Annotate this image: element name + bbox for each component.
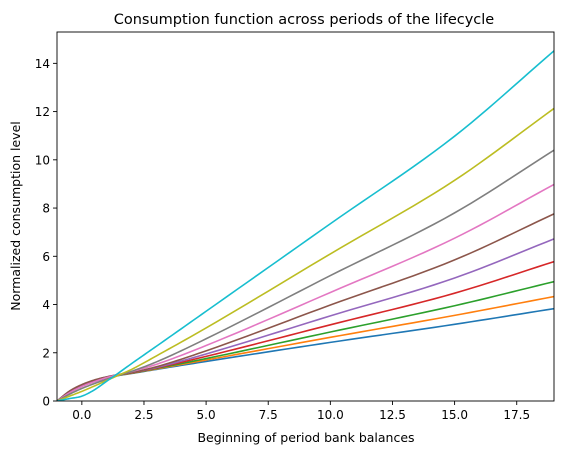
series-line-10	[57, 50, 554, 401]
series-layer	[57, 50, 554, 401]
series-line-8	[57, 149, 554, 401]
x-axis-ticks: 0.0 2.5 5.0 7.5 10.0 12.5 15.0 17.5	[72, 401, 530, 422]
y-tick-label: 4	[42, 298, 50, 312]
series-line-1	[57, 307, 554, 401]
x-tick-label: 2.5	[134, 408, 153, 422]
x-tick-label: 10.0	[317, 408, 344, 422]
x-tick-label: 7.5	[259, 408, 278, 422]
y-tick-label: 6	[42, 250, 50, 264]
y-tick-label: 10	[35, 153, 50, 167]
x-tick-label: 17.5	[503, 408, 530, 422]
series-line-4	[57, 260, 554, 401]
x-axis-label: Beginning of period bank balances	[197, 430, 414, 445]
y-axis-label: Normalized consumption level	[8, 121, 23, 311]
chart-title: Consumption function across periods of t…	[114, 12, 495, 28]
series-line-7	[57, 183, 554, 401]
y-tick-label: 2	[42, 346, 50, 360]
axes-frame	[56, 31, 555, 402]
y-tick-label: 0	[42, 395, 50, 409]
x-tick-label: 0.0	[72, 408, 91, 422]
y-tick-label: 8	[42, 202, 50, 216]
x-tick-label: 15.0	[441, 408, 468, 422]
x-tick-label: 12.5	[379, 408, 406, 422]
series-line-9	[57, 107, 554, 401]
y-tick-label: 12	[35, 105, 50, 119]
x-tick-label: 5.0	[197, 408, 216, 422]
y-axis-ticks: 0 2 4 6 8 10 12 14	[35, 57, 57, 409]
series-line-2	[57, 295, 554, 401]
y-tick-label: 14	[35, 57, 50, 71]
